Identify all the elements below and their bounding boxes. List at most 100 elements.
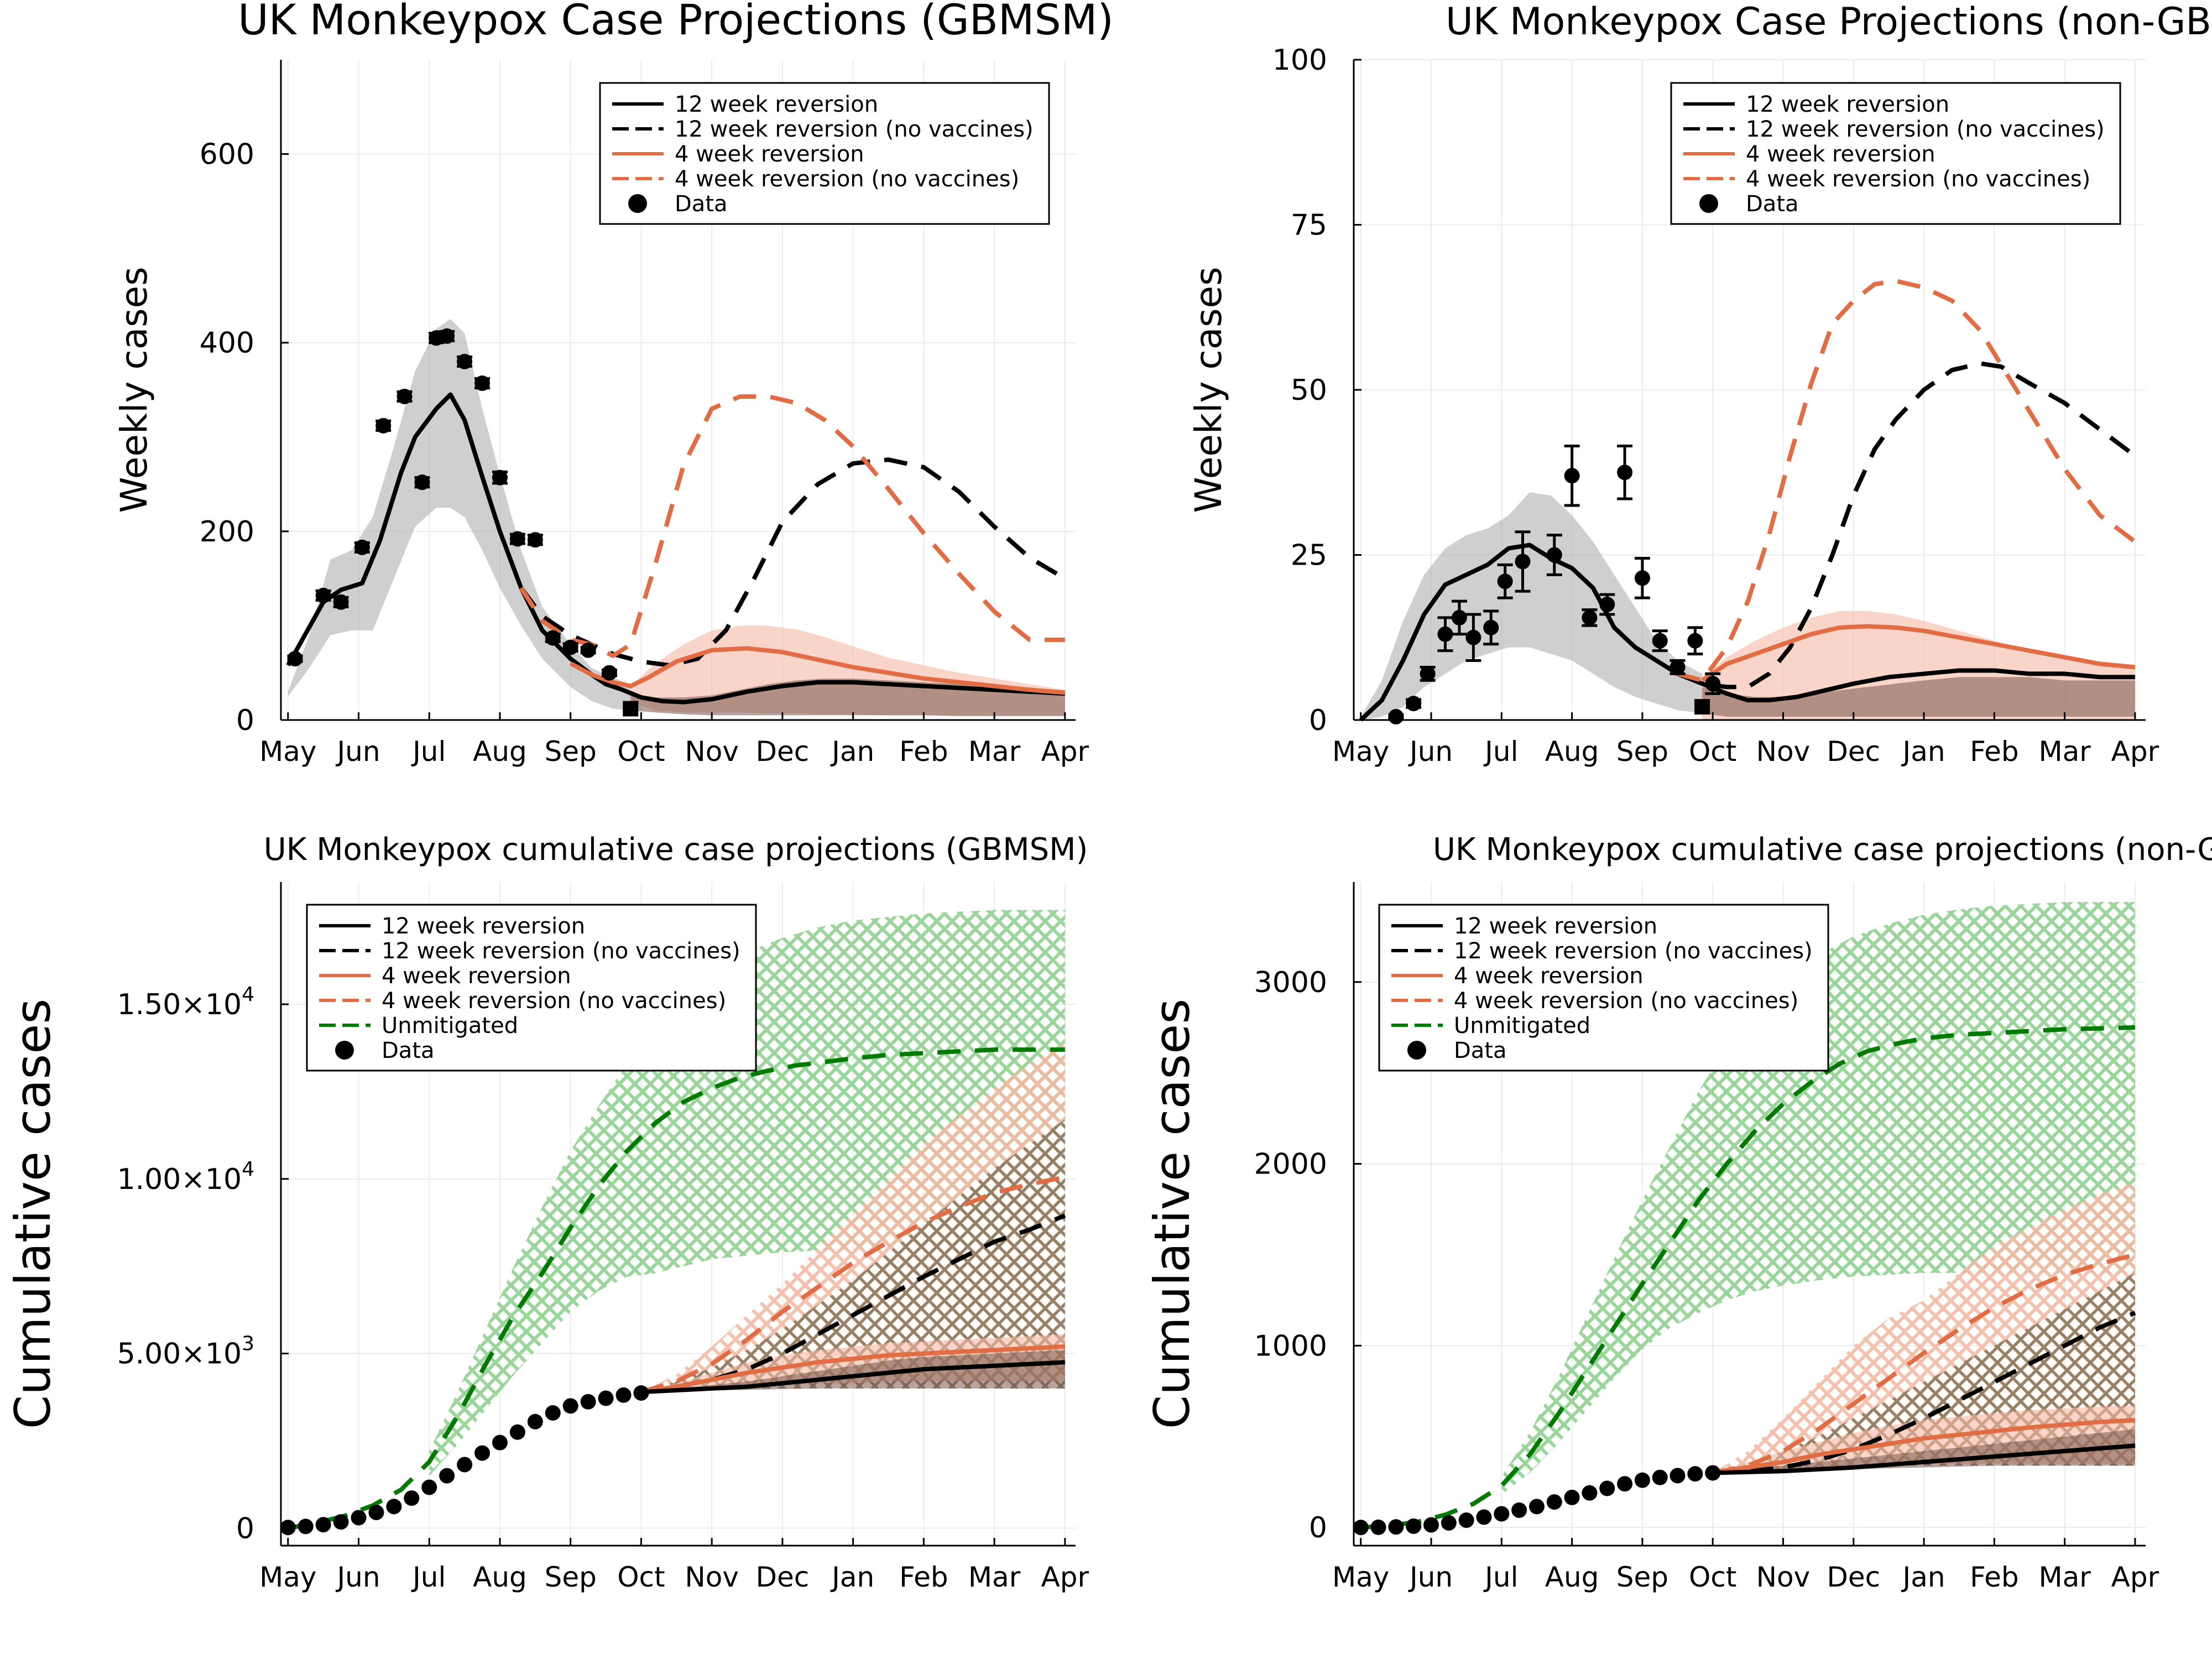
x-tick-label: Jan [830,735,874,768]
data-point [580,642,596,658]
legend-label: 4 week reversion (no vaccines) [675,166,1019,192]
legend-marker-data [628,194,647,213]
legend-marker-data [1699,194,1718,213]
y-tick-label-mantissa: 3000 [1254,966,1327,999]
data-point [1705,1465,1721,1481]
data-point [509,531,525,547]
y-tick-label-mantissa: 2000 [1254,1148,1327,1181]
y-tick-label-mantissa: 50 [1291,374,1327,407]
legend-label: Data [382,1038,435,1063]
data-point [1494,1506,1510,1522]
x-tick-label: Dec [756,735,810,768]
y-tick-label: 0 [1309,704,1327,737]
data-point [354,539,370,555]
x-tick-label: Sep [545,1561,597,1593]
legend-label: Data [1454,1038,1507,1063]
series-line-4-week-reversion [569,646,1066,695]
data-point [492,469,508,486]
x-tick-label: Oct [1689,735,1736,768]
uncertainty-band-0 [288,319,631,711]
data-point [580,1394,596,1410]
series-line-4-week-reversion-no-vaccines- [1712,1253,2136,1475]
y-tick-label-mantissa: 0 [236,704,254,737]
y-tick-label-mantissa: 0 [1309,704,1327,737]
x-tick-label: Feb [1970,1561,2019,1593]
panel-weekly-non-gbmsm: May Jun Jul Aug Sep Oct Nov Dec Jan Feb Mar Apr 0 25 5… [1187,0,2212,768]
series-line-4-week-reversion-no-vaccines- [640,1175,1066,1394]
data-point [1483,619,1499,635]
y-tick-label-exponent: 4 [242,983,254,1006]
data-point [439,328,455,344]
x-tick-label: Mar [2038,1561,2091,1593]
data-point [386,1499,402,1515]
data-point [1617,1476,1633,1492]
data-point [601,665,617,681]
x-tick-label: Nov [1756,1561,1811,1593]
data-point [1546,1494,1562,1510]
data-point [333,1514,349,1530]
x-tick-label: Apr [2111,1561,2159,1593]
y-tick-label-exponent: 3 [242,1333,254,1355]
data-point [509,1424,525,1440]
x-tick-label: Jul [1483,1561,1518,1593]
legend-label: Unmitigated [382,1013,518,1039]
uncertainty-band-2 [641,1119,1065,1392]
chart-title: UK Monkeypox Case Projections (non-GBMSM… [1446,0,2212,44]
legend-box [1378,904,1829,1072]
data-point [1582,609,1598,625]
y-tick-label-mantissa: 0 [236,1512,254,1545]
legend-marker-data [335,1041,354,1060]
series-line-12-week-reversion [1713,1443,2136,1475]
x-tick-label: Oct [1689,1561,1736,1593]
y-tick-label: 50 [1291,374,1327,407]
x-tick-label: Apr [1041,735,1089,768]
y-tick-label-mantissa: 1.00×10 [117,1163,242,1196]
y-axis-label: Weekly cases [113,267,155,513]
legend-label: 4 week reversion (no vaccines) [1454,988,1798,1014]
data-point [562,639,578,655]
x-tick-label: Sep [1616,1561,1668,1593]
data-point [368,1505,384,1520]
data-point [397,388,413,404]
data-point [351,1510,367,1526]
data-point [545,1405,561,1421]
data-point-latest [623,701,639,717]
data-point [1687,633,1703,649]
data-point [615,1387,632,1403]
data-point [1634,1472,1650,1488]
y-tick-label-mantissa: 600 [200,138,254,171]
data-point [375,418,392,434]
data-point [545,630,561,646]
x-tick-label: May [259,1561,316,1593]
y-tick-label: 1.00×104 [117,1158,254,1196]
x-tick-label: Dec [756,1561,810,1593]
x-tick-label: Nov [685,1561,739,1593]
x-tick-label: Jan [830,1561,874,1593]
series-line-4-week-reversion-no-vaccines- [1677,278,2137,683]
x-tick-label: Aug [1545,1561,1599,1593]
y-tick-label-mantissa: 1.50×10 [117,988,242,1021]
x-tick-label: Feb [1970,735,2019,768]
data-point [421,1479,437,1495]
data-point [1564,1489,1580,1505]
x-tick-label: Aug [1545,735,1599,768]
y-axis-label: Weekly cases [1187,267,1230,513]
x-tick-label: Dec [1827,735,1880,768]
y-tick-label: 400 [200,327,254,360]
x-tick-label: Aug [473,1561,527,1593]
data-point [1528,1499,1545,1515]
x-tick-label: Nov [685,735,739,768]
data-point [1441,1515,1457,1531]
data-point [598,1390,614,1406]
y-tick-label-mantissa: 0 [1309,1511,1327,1545]
data-point [527,532,543,548]
y-tick-label: 0 [1309,1511,1327,1545]
x-tick-label: Apr [2111,735,2159,768]
data-point [474,375,491,392]
uncertainty-band-0 [1360,492,1703,720]
legend-label: 4 week reversion [1746,142,1936,167]
x-tick-label: Jul [411,1561,446,1593]
data-point [527,1413,543,1430]
uncertainty-band-2 [1702,677,2135,717]
x-tick-label: Jun [335,1561,380,1593]
